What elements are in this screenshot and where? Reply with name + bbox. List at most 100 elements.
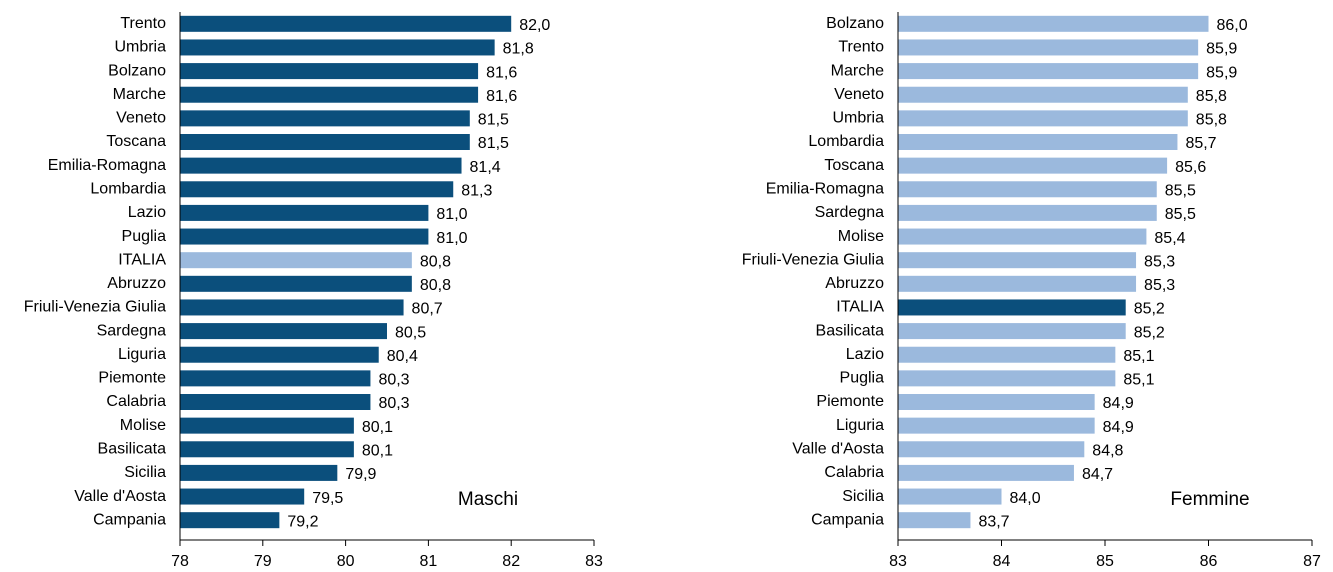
x-tick-label: 85 — [1096, 553, 1114, 570]
bar — [180, 181, 454, 198]
y-tick-label: Bolzano — [108, 62, 166, 79]
value-label: 84,9 — [1103, 419, 1134, 436]
value-label: 80,3 — [378, 395, 409, 412]
y-tick-label: Piemonte — [98, 370, 166, 387]
value-label: 85,3 — [1144, 277, 1175, 294]
value-label: 81,5 — [478, 112, 509, 129]
y-tick-label: ITALIA — [836, 299, 884, 316]
value-label: 84,8 — [1092, 442, 1123, 459]
bar — [898, 63, 1199, 80]
y-tick-label: Trento — [120, 15, 166, 32]
bar — [898, 417, 1095, 434]
bar — [898, 464, 1074, 481]
value-label: 85,9 — [1206, 41, 1237, 58]
bar — [180, 39, 495, 56]
bar — [898, 204, 1157, 221]
value-label: 85,2 — [1134, 301, 1165, 318]
panel-label: Femmine — [1170, 489, 1249, 510]
bar — [898, 110, 1188, 127]
bar — [180, 63, 479, 80]
value-label: 85,3 — [1144, 253, 1175, 270]
y-tick-label: Veneto — [116, 110, 166, 127]
value-label: 85,5 — [1165, 206, 1196, 223]
y-tick-label: Valle d'Aosta — [792, 440, 884, 457]
value-label: 81,3 — [461, 182, 492, 199]
bar — [180, 157, 462, 174]
y-tick-label: Molise — [838, 228, 884, 245]
x-tick-label: 87 — [1303, 553, 1321, 570]
y-tick-label: Umbria — [832, 110, 884, 127]
y-tick-label: Molise — [120, 417, 166, 434]
value-label: 81,6 — [486, 64, 517, 81]
value-label: 85,6 — [1175, 159, 1206, 176]
bar — [180, 275, 412, 292]
value-label: 81,0 — [436, 230, 467, 247]
x-tick-label: 82 — [502, 553, 520, 570]
bar — [898, 181, 1157, 198]
y-tick-label: Calabria — [106, 393, 166, 410]
bar — [898, 512, 971, 529]
value-label: 85,1 — [1123, 348, 1154, 365]
bar — [898, 15, 1209, 32]
bar — [898, 346, 1116, 363]
y-tick-label: Veneto — [834, 86, 884, 103]
y-tick-label: Sicilia — [842, 488, 884, 505]
bar — [180, 370, 371, 387]
x-tick-label: 86 — [1200, 553, 1218, 570]
y-tick-label: Emilia-Romagna — [48, 157, 166, 174]
bar — [898, 275, 1137, 292]
bar — [898, 86, 1188, 103]
value-label: 81,5 — [478, 135, 509, 152]
value-label: 83,7 — [978, 513, 1009, 530]
value-label: 80,8 — [420, 253, 451, 270]
bar — [180, 346, 379, 363]
y-tick-label: Lazio — [846, 346, 884, 363]
value-label: 80,5 — [395, 324, 426, 341]
bar — [180, 228, 429, 245]
bar — [898, 370, 1116, 387]
value-label: 85,4 — [1154, 230, 1185, 247]
value-label: 80,8 — [420, 277, 451, 294]
value-label: 85,8 — [1196, 88, 1227, 105]
value-label: 79,5 — [312, 490, 343, 507]
y-tick-label: Friuli-Venezia Giulia — [24, 299, 166, 316]
value-label: 85,2 — [1134, 324, 1165, 341]
y-tick-label: Lombardia — [808, 133, 884, 150]
y-tick-label: Abruzzo — [825, 275, 884, 292]
bar — [180, 394, 371, 410]
value-label: 81,6 — [486, 88, 517, 105]
y-tick-label: Emilia-Romagna — [766, 180, 884, 197]
bar — [180, 464, 338, 481]
bar — [180, 110, 470, 127]
y-tick-label: Trento — [838, 39, 884, 56]
y-tick-label: Calabria — [824, 464, 884, 481]
bar — [898, 157, 1168, 174]
y-tick-label: Marche — [831, 62, 884, 79]
y-tick-label: Bolzano — [826, 15, 884, 32]
bar — [180, 15, 512, 32]
bar — [898, 134, 1178, 150]
y-tick-label: ITALIA — [118, 251, 166, 268]
bar — [180, 512, 280, 529]
x-tick-label: 78 — [171, 553, 189, 570]
y-tick-label: Abruzzo — [107, 275, 166, 292]
x-tick-label: 83 — [889, 553, 907, 570]
value-label: 81,8 — [503, 41, 534, 58]
y-tick-label: Sardegna — [815, 204, 884, 221]
y-tick-label: Lombardia — [90, 180, 166, 197]
bar — [180, 134, 470, 150]
bar — [898, 323, 1126, 340]
value-label: 80,7 — [412, 301, 443, 318]
value-label: 82,0 — [519, 17, 550, 34]
value-label: 80,3 — [378, 372, 409, 389]
value-label: 86,0 — [1217, 17, 1248, 34]
bar — [180, 252, 412, 269]
bar — [898, 488, 1002, 505]
value-label: 81,0 — [436, 206, 467, 223]
value-label: 85,8 — [1196, 112, 1227, 129]
bar — [180, 299, 404, 316]
bar — [180, 86, 479, 103]
value-label: 85,9 — [1206, 64, 1237, 81]
value-label: 84,9 — [1103, 395, 1134, 412]
